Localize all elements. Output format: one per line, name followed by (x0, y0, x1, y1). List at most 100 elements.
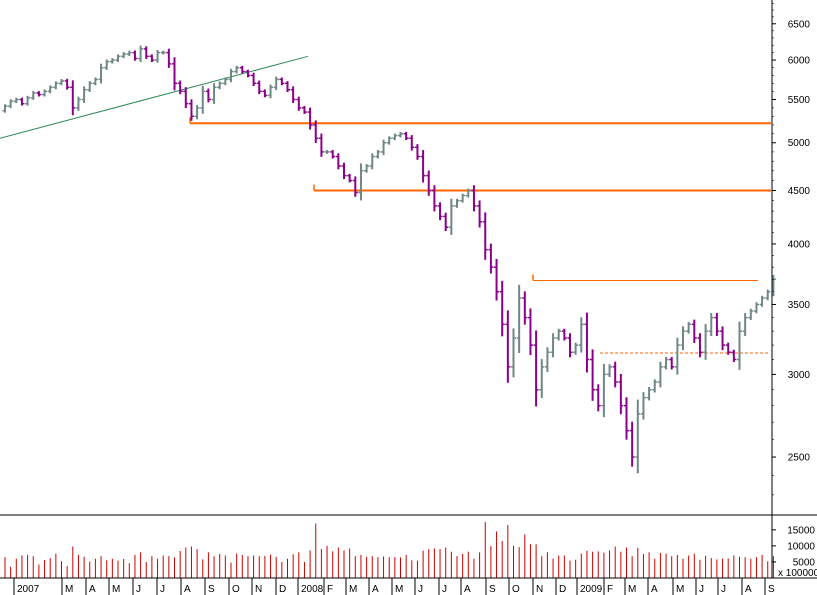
ohlc-bar (81, 86, 87, 104)
ohlc-bar (697, 333, 703, 358)
time-tick-label: J (721, 584, 726, 595)
ohlc-bar (172, 57, 177, 91)
ohlc-bar (126, 50, 132, 56)
ohlc-bar (36, 91, 42, 97)
ohlc-bar (443, 212, 449, 232)
ohlc-bar (511, 328, 516, 378)
ohlc-bar (409, 135, 415, 151)
ohlc-bar (748, 308, 754, 320)
ohlc-bar (448, 198, 454, 235)
ohlc-bar (544, 347, 550, 373)
ohlc-bar (92, 77, 98, 86)
ohlc-bar (527, 308, 533, 356)
ohlc-bar (398, 131, 403, 138)
ohlc-bar (347, 173, 353, 183)
ohlc-bar (296, 96, 302, 111)
ohlc-bar (708, 312, 714, 336)
time-tick-label: J (136, 584, 141, 595)
ohlc-bar (714, 312, 720, 336)
ohlc-bar (567, 333, 573, 358)
volume-tick-label: 5000 (793, 557, 816, 568)
ohlc-bar (290, 86, 296, 104)
ohlc-bar (629, 421, 635, 467)
ohlc-bar (392, 133, 398, 141)
time-tick-label: M (112, 584, 120, 595)
ohlc-bar (2, 104, 8, 113)
volume-panel: 5000 10000 15000 x 100000 (4, 515, 817, 579)
ohlc-bar (13, 97, 19, 104)
price-tick-label: 4000 (788, 239, 811, 250)
price-tick-label: 6000 (788, 56, 811, 67)
time-axis: 2007 M A M J J A S O N D 2008 F M A M J J A S O N D 2009 F M A M J J A… (13, 578, 775, 595)
ohlc-bars (2, 45, 776, 474)
ohlc-bar (98, 63, 104, 84)
ohlc-bar (731, 349, 737, 363)
ohlc-bar (194, 104, 200, 120)
ohlc-bar (691, 319, 697, 343)
ohlc-bar (595, 384, 601, 412)
ohlc-bar (686, 321, 692, 334)
time-tick-label: D (559, 584, 566, 595)
time-tick-label: M (395, 584, 403, 595)
time-tick-label: N (536, 584, 543, 595)
time-tick-label: N (255, 584, 262, 595)
time-tick-label: S (489, 584, 496, 595)
ohlc-bar (19, 97, 25, 106)
ohlc-bar (47, 85, 53, 94)
ohlc-bar (352, 176, 358, 197)
ohlc-bar (499, 280, 505, 337)
ohlc-bar (109, 58, 115, 64)
ohlc-bar (471, 185, 477, 212)
time-tick-label: D (279, 584, 286, 595)
time-tick-label: A (651, 584, 658, 595)
ohlc-bar (64, 78, 70, 90)
ohlc-bar (386, 136, 392, 145)
ohlc-bar (561, 328, 567, 341)
time-tick-label: 2007 (17, 584, 40, 595)
ohlc-bar (657, 361, 663, 388)
ohlc-bar (539, 359, 545, 399)
time-tick-label: J (442, 584, 447, 595)
ohlc-bar (222, 77, 228, 86)
ohlc-bar (742, 312, 748, 336)
ohlc-bar (228, 68, 234, 83)
ohlc-bar (313, 120, 319, 143)
time-tick-label: J (699, 584, 704, 595)
ohlc-bar (301, 105, 307, 114)
ohlc-bar (205, 88, 211, 103)
ohlc-bar (364, 164, 370, 173)
ohlc-bar (318, 133, 324, 157)
time-tick-label: O (512, 584, 520, 595)
ohlc-bar (460, 193, 466, 203)
ohlc-bar (522, 291, 528, 325)
ohlc-bar (183, 87, 189, 109)
ohlc-bar (239, 65, 245, 74)
ohlc-bar (285, 81, 290, 93)
ohlc-bar (307, 107, 313, 130)
ohlc-bar (652, 379, 658, 393)
time-tick-label: F (607, 584, 613, 595)
price-panel: 2500 3000 3500 4000 4500 5000 5500 6000 6500 (0, 0, 810, 515)
ohlc-bar (358, 163, 364, 201)
ohlc-bar (725, 342, 731, 355)
time-tick-label: A (184, 584, 191, 595)
ohlc-bar (494, 258, 500, 301)
ohlc-bar (669, 356, 675, 370)
ohlc-bar (550, 333, 556, 358)
ohlc-bar (465, 188, 471, 198)
ohlc-bar (454, 198, 460, 208)
ohlc-bar (132, 50, 138, 61)
time-tick-label: O (232, 584, 240, 595)
ohlc-bar (160, 50, 166, 55)
ohlc-bar (234, 65, 240, 74)
ohlc-bar (149, 54, 155, 62)
price-tick-label: 6500 (788, 19, 811, 30)
ohlc-bar (177, 80, 183, 95)
time-tick-label: M (676, 584, 684, 595)
price-tick-label: 5000 (788, 138, 811, 149)
ohlc-bar (166, 48, 172, 68)
time-tick-label: A (372, 584, 379, 595)
ohlc-bar (414, 144, 420, 160)
price-tick-label: 3500 (788, 300, 811, 311)
